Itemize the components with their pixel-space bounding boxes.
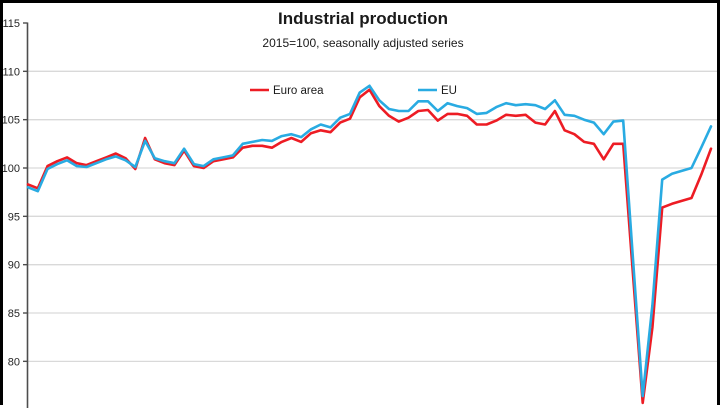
industrial-production-chart: Industrial production 2015=100, seasonal… xyxy=(3,3,720,408)
data-series xyxy=(26,84,713,405)
y-axis-label-90: 90 xyxy=(8,260,20,272)
chart-subtitle: 2015=100, seasonally adjusted series xyxy=(262,36,464,50)
chart-title: Industrial production xyxy=(278,9,448,28)
legend: Euro area EU xyxy=(250,85,457,97)
plot-area: 115 110 105 100 95 90 85 80 Euro area EU xyxy=(3,18,717,408)
y-gridlines xyxy=(28,70,717,362)
y-axis-label-105: 105 xyxy=(3,115,20,127)
legend-label-euro-area: Euro area xyxy=(273,85,324,97)
series-line-eu xyxy=(26,84,713,398)
y-axis-ticks xyxy=(23,22,28,363)
y-axis-label-100: 100 xyxy=(3,163,20,175)
y-axis-label-85: 85 xyxy=(8,308,20,320)
series-line-euro-area xyxy=(26,88,713,405)
y-axis-labels: 115 110 105 100 95 90 85 80 xyxy=(3,18,20,368)
y-axis-label-95: 95 xyxy=(8,211,20,223)
y-axis-label-80: 80 xyxy=(8,356,20,368)
y-axis-label-115: 115 xyxy=(3,18,20,30)
y-axis-label-110: 110 xyxy=(3,66,20,78)
legend-label-eu: EU xyxy=(441,85,457,97)
